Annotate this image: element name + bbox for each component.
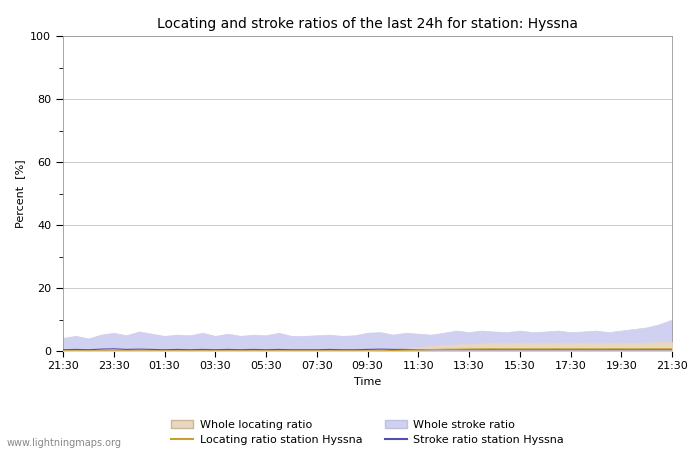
Legend: Whole locating ratio, Locating ratio station Hyssna, Whole stroke ratio, Stroke : Whole locating ratio, Locating ratio sta… [171,419,564,445]
Text: www.lightningmaps.org: www.lightningmaps.org [7,437,122,447]
X-axis label: Time: Time [354,377,381,387]
Title: Locating and stroke ratios of the last 24h for station: Hyssna: Locating and stroke ratios of the last 2… [157,17,578,31]
Y-axis label: Percent  [%]: Percent [%] [15,159,24,228]
